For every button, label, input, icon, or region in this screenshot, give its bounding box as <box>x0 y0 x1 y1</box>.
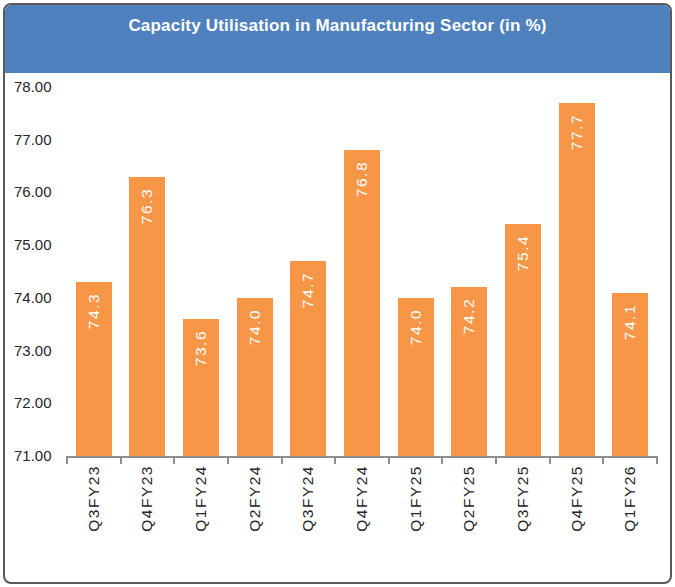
x-axis-tick <box>281 456 283 464</box>
bar-slot: 74.1 <box>603 87 657 456</box>
x-category-label: Q2FY24 <box>246 465 264 532</box>
bar-slot: 74.3 <box>67 87 121 456</box>
x-axis-line <box>67 456 658 458</box>
chart-canvas: Capacity Utilisation in Manufacturing Se… <box>0 0 675 587</box>
bar: 74.0 <box>398 298 434 456</box>
x-axis-tick <box>549 456 551 464</box>
bar-value-label: 77.7 <box>568 114 586 150</box>
bar-value-label: 74.0 <box>246 309 264 345</box>
y-axis-tick-label: 73.00 <box>14 341 64 361</box>
y-axis-tick-label: 74.00 <box>14 288 64 308</box>
y-axis-tick-label: 72.00 <box>14 393 64 413</box>
x-category-label: Q1FY26 <box>621 465 639 532</box>
bar-value-label: 75.4 <box>514 235 532 271</box>
chart-frame: Capacity Utilisation in Manufacturing Se… <box>3 3 672 584</box>
x-category-label: Q3FY24 <box>299 465 317 532</box>
x-axis-tick <box>656 456 658 464</box>
plot-area: 74.3 76.3 73.6 74.0 74.7 76.8 74.0 74.2 75.4 77.7… <box>67 87 657 456</box>
y-axis-tick-label: 71.00 <box>14 446 64 466</box>
y-axis-tick-label: 75.00 <box>14 235 64 255</box>
bar-value-label: 74.1 <box>621 304 639 340</box>
bar: 74.0 <box>237 298 273 456</box>
bar: 76.8 <box>344 150 380 456</box>
x-axis-tick <box>334 456 336 464</box>
bar-value-label: 74.7 <box>299 272 317 308</box>
bar-slot: 76.8 <box>335 87 389 456</box>
bar-value-label: 73.6 <box>192 330 210 366</box>
x-axis-tick <box>120 456 122 464</box>
bar-slot: 74.0 <box>228 87 282 456</box>
x-axis-tick <box>388 456 390 464</box>
bar-slot: 76.3 <box>121 87 175 456</box>
x-category-label: Q3FY25 <box>514 465 532 532</box>
x-category-label: Q3FY23 <box>85 465 103 532</box>
bar-slot: 74.2 <box>442 87 496 456</box>
bar: 74.2 <box>451 287 487 456</box>
x-category-label: Q1FY24 <box>192 465 210 532</box>
x-category-label: Q2FY25 <box>460 465 478 532</box>
x-axis-tick <box>173 456 175 464</box>
bar: 74.7 <box>290 261 326 456</box>
y-axis-tick-label: 76.00 <box>14 182 64 202</box>
bar: 74.1 <box>612 293 648 456</box>
x-category-label: Q4FY25 <box>568 465 586 532</box>
chart-title: Capacity Utilisation in Manufacturing Se… <box>5 5 670 36</box>
x-axis-tick <box>66 456 68 464</box>
x-category-label: Q1FY25 <box>407 465 425 532</box>
bar-value-label: 74.2 <box>460 298 478 334</box>
x-axis-tick <box>227 456 229 464</box>
bar-slot: 77.7 <box>550 87 604 456</box>
y-axis-tick-label: 77.00 <box>14 130 64 150</box>
x-category-label: Q4FY24 <box>353 465 371 532</box>
chart-title-banner: Capacity Utilisation in Manufacturing Se… <box>5 5 670 73</box>
bar-slot: 74.0 <box>389 87 443 456</box>
x-axis-tick <box>495 456 497 464</box>
x-category-label: Q4FY23 <box>138 465 156 532</box>
bar-value-label: 74.3 <box>85 293 103 329</box>
bar-slot: 74.7 <box>282 87 336 456</box>
bar-slot: 73.6 <box>174 87 228 456</box>
bar: 77.7 <box>559 103 595 456</box>
y-axis-tick-label: 78.00 <box>14 77 64 97</box>
bar: 74.3 <box>76 282 112 456</box>
bar: 76.3 <box>129 177 165 456</box>
bar: 75.4 <box>505 224 541 456</box>
bar-value-label: 76.3 <box>138 188 156 224</box>
bar-value-label: 74.0 <box>407 309 425 345</box>
x-axis-tick <box>441 456 443 464</box>
x-axis-tick <box>602 456 604 464</box>
bar-slot: 75.4 <box>496 87 550 456</box>
bar-value-label: 76.8 <box>353 161 371 197</box>
bar: 73.6 <box>183 319 219 456</box>
